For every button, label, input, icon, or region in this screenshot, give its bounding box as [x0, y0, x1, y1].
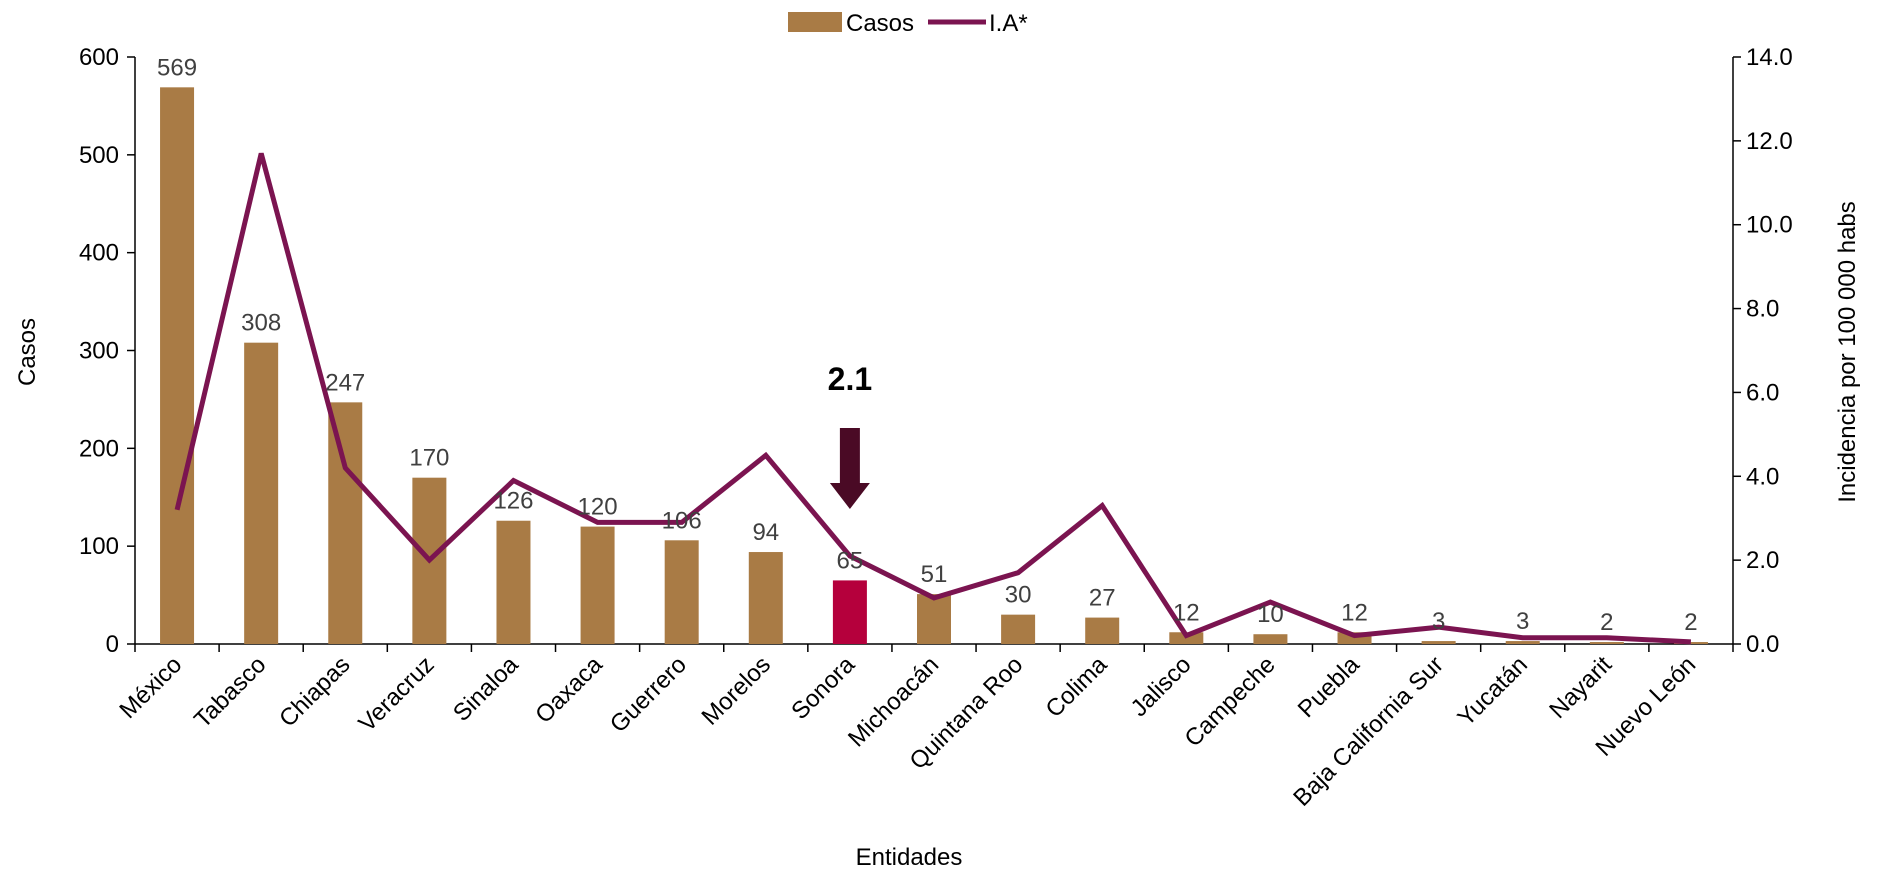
bar-data-label: 10 — [1257, 601, 1284, 628]
bar-data-label: 126 — [493, 488, 533, 515]
y2-tick-label: 12.0 — [1746, 128, 1793, 155]
y2-tick-label: 8.0 — [1746, 296, 1779, 323]
bar-data-label: 2 — [1600, 609, 1613, 636]
category-label: Yucatán — [1453, 651, 1533, 731]
category-label: Sinaloa — [448, 651, 524, 727]
y2-tick-label: 10.0 — [1746, 212, 1793, 239]
y-tick-label: 500 — [79, 142, 119, 169]
bar-sinaloa — [496, 520, 531, 644]
y2-tick-label: 6.0 — [1746, 379, 1779, 406]
y2-tick-label: 4.0 — [1746, 463, 1779, 490]
bar-yucatán — [1505, 641, 1540, 644]
bar-data-label: 2 — [1684, 609, 1697, 636]
bar-data-label: 569 — [157, 54, 197, 81]
bar-data-label: 12 — [1341, 599, 1368, 626]
data-labels: 569 308 247 170 126 120 106 94 65 51 30 27 12 10 12 3 3 2… — [157, 54, 1698, 636]
bar-morelos — [748, 552, 783, 644]
bar-data-label: 120 — [578, 494, 618, 521]
bar-oaxaca — [580, 526, 615, 644]
bar-data-label: 247 — [325, 369, 365, 396]
y-tick-label: 200 — [79, 435, 119, 462]
y2-tick-label: 0.0 — [1746, 631, 1779, 658]
category-label: Jalisco — [1126, 651, 1197, 722]
bar-nayarit — [1589, 642, 1624, 644]
category-label: Guerrero — [605, 651, 692, 738]
bar-data-label: 3 — [1432, 608, 1445, 635]
category-label: Sonora — [786, 651, 860, 725]
category-label: Baja California Sur — [1288, 651, 1449, 812]
y-tick-label: 100 — [79, 533, 119, 560]
ia-line — [174, 152, 1692, 645]
bar-data-label: 65 — [837, 547, 864, 574]
ia-line-series — [174, 152, 1692, 645]
category-label: Chiapas — [274, 651, 355, 732]
bar-data-label: 170 — [409, 445, 449, 472]
bar-nuevo-león — [1673, 642, 1708, 644]
bar-data-label: 51 — [921, 561, 948, 588]
bar-data-label: 106 — [662, 507, 702, 534]
legend-label-casos: Casos — [846, 10, 914, 37]
y2-tick-label: 14.0 — [1746, 44, 1793, 71]
y-tick-label: 300 — [79, 338, 119, 365]
legend-swatch-casos — [788, 12, 842, 32]
bar-quintana-roo — [1001, 614, 1036, 644]
y2-axis-title: Incidencia por 100 000 habs — [1834, 201, 1861, 503]
bar-sonora — [832, 580, 867, 644]
category-label: Tabasco — [189, 651, 271, 733]
bar-data-label: 12 — [1173, 599, 1200, 626]
category-label: México — [114, 651, 187, 724]
callout-value: 2.1 — [828, 361, 872, 397]
bars — [160, 87, 1708, 645]
x-axis-title: Entidades — [856, 844, 963, 871]
category-label: Campeche — [1180, 651, 1281, 752]
y-tick-label: 0 — [106, 631, 119, 658]
bar-data-label: 30 — [1005, 582, 1032, 609]
category-label: Veracruz — [354, 651, 440, 737]
category-label: Morelos — [697, 651, 776, 730]
down-arrow-icon — [829, 428, 870, 509]
highlight-callout: 2.1 — [828, 361, 872, 509]
y-axis-title: Casos — [14, 318, 41, 386]
legend-label-ia: I.A* — [989, 10, 1028, 37]
bar-data-label: 3 — [1516, 608, 1529, 635]
bar-puebla — [1337, 632, 1372, 644]
bar-campeche — [1253, 634, 1288, 644]
bar-data-label: 27 — [1089, 585, 1116, 612]
category-label: Nayarit — [1544, 651, 1617, 724]
bar-guerrero — [664, 540, 699, 644]
bar-chiapas — [328, 402, 363, 644]
bar-méxico — [160, 87, 195, 645]
y-tick-label: 600 — [79, 44, 119, 71]
y2-tick-label: 2.0 — [1746, 547, 1779, 574]
bar-baja-california-sur — [1421, 641, 1456, 644]
category-label: Oaxaca — [530, 651, 608, 729]
bar-tabasco — [244, 342, 279, 644]
bar-colima — [1085, 617, 1120, 644]
bar-data-label: 94 — [752, 519, 779, 546]
axes: 0 100 200 300 400 500 600 0.0 2.0 4.0 6.0 8.0 10.0 12… — [79, 44, 1793, 658]
legend: Casos I.A* — [788, 10, 1028, 37]
bar-michoacán — [917, 594, 951, 644]
category-label: Colima — [1041, 651, 1113, 723]
bar-data-label: 308 — [241, 310, 281, 337]
y-tick-label: 400 — [79, 240, 119, 267]
category-label: Puebla — [1293, 651, 1365, 723]
